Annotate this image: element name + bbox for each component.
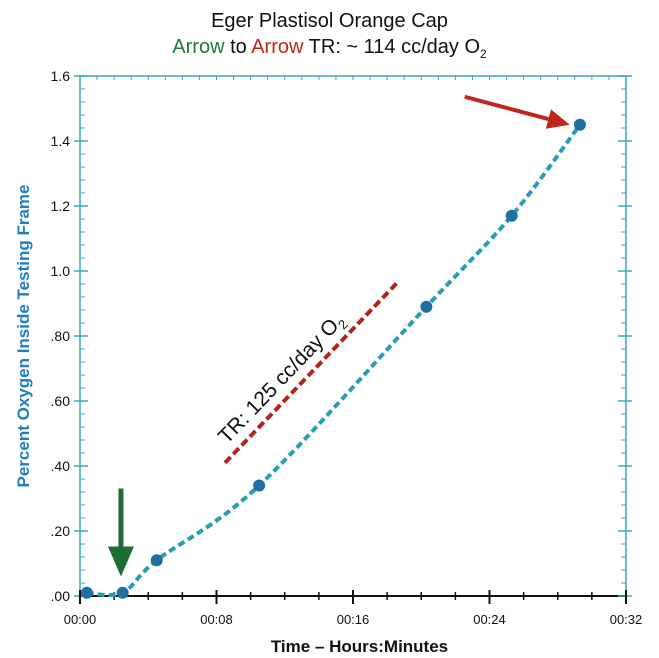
data-point [80,586,93,599]
data-point [505,209,518,222]
x-tick-label: 00:16 [337,612,370,627]
y-tick-label: .00 [51,588,71,604]
chart-subtitle: Arrow to Arrow TR: ~ 114 cc/day O2 [0,36,659,61]
y-tick-label: .40 [51,458,71,474]
data-point [573,118,586,131]
subtitle-connector: to [230,36,247,58]
data-point [116,586,129,599]
series-line [86,123,582,598]
subtitle-rate: TR: ~ 114 cc/day O [308,36,481,58]
tr-annotation-line [223,279,401,465]
chart-title: Eger Plastisol Orange Cap [211,10,448,32]
subtitle-arrow-start: Arrow [172,36,225,58]
subtitle-arrow-end: Arrow [251,36,304,58]
y-tick-label: .60 [51,393,71,409]
x-tick-label: 00:00 [64,612,97,627]
y-tick-label: 1.4 [51,133,71,149]
y-tick-label: .20 [51,523,71,539]
y-tick-label: 1.2 [51,198,71,214]
start-arrow-head [107,546,134,577]
plot-frame [79,75,627,597]
end-arrow-shaft [464,94,549,122]
data-point [420,300,433,313]
x-tick-label: 00:32 [610,612,643,627]
end-arrow-head [545,109,570,129]
tr-annotation-label: TR: 125 cc/day O2 [214,309,351,450]
y-tick-label: 1.6 [51,68,71,84]
data-point [150,554,163,567]
y-tick-label: 1.0 [51,263,71,279]
x-tick-label: 00:08 [200,612,233,627]
x-tick-label: 00:24 [473,612,506,627]
tr-annotation-text: TR: 125 cc/day O [214,314,344,448]
y-tick-label: .80 [51,328,71,344]
data-point [253,479,266,492]
x-axis-label: Time – Hours:Minutes [270,637,449,656]
subtitle-rate-subscript: 2 [480,47,487,61]
